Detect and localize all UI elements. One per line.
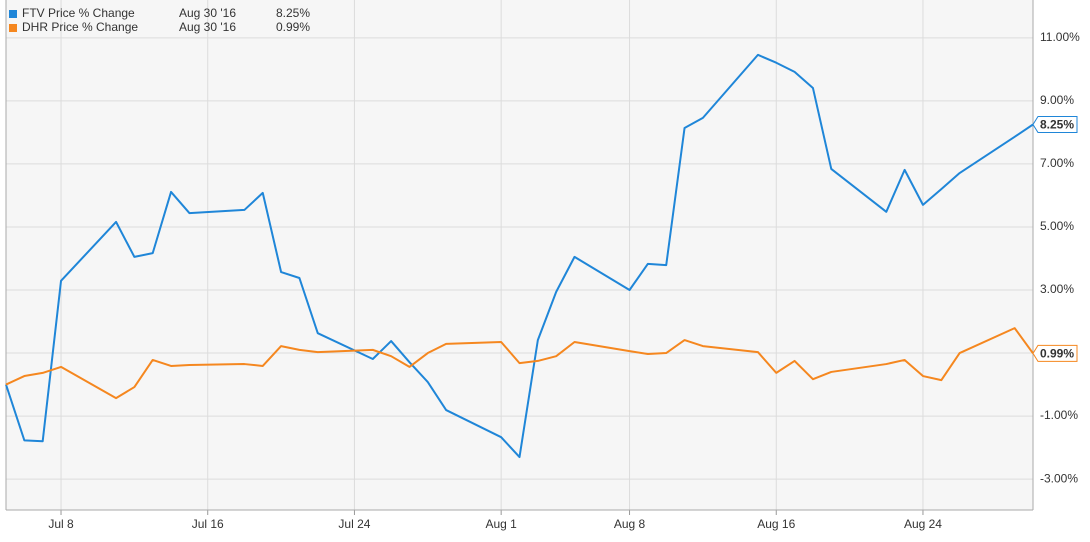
plot-area xyxy=(6,0,1033,510)
legend-value: 0.99% xyxy=(276,20,310,34)
series-line xyxy=(5,53,1034,459)
end-label: 8.25% xyxy=(1040,118,1074,132)
series-line xyxy=(5,327,1034,400)
x-tick-label: Jul 24 xyxy=(338,517,370,531)
legend-swatch xyxy=(9,24,17,32)
y-tick-label: 9.00% xyxy=(1040,93,1074,107)
legend-label: DHR Price % Change xyxy=(22,20,138,34)
y-tick-label: 7.00% xyxy=(1040,156,1074,170)
end-label: 0.99% xyxy=(1040,347,1074,361)
y-tick-label: 11.00% xyxy=(1040,30,1080,44)
end-badge xyxy=(1032,344,1078,362)
y-tick-label: -3.00% xyxy=(1040,471,1078,485)
x-tick-label: Aug 1 xyxy=(485,517,517,531)
y-tick-label: -1.00% xyxy=(1040,408,1078,422)
legend-date: Aug 30 '16 xyxy=(179,20,236,34)
x-tick-label: Aug 8 xyxy=(614,517,646,531)
x-tick-label: Jul 8 xyxy=(48,517,74,531)
y-tick-label: 5.00% xyxy=(1040,219,1074,233)
x-tick-label: Jul 16 xyxy=(192,517,224,531)
y-tick-label: 3.00% xyxy=(1040,282,1074,296)
x-tick-label: Aug 16 xyxy=(757,517,795,531)
legend-value: 8.25% xyxy=(276,6,310,20)
legend-swatch xyxy=(9,10,17,18)
x-tick-label: Aug 24 xyxy=(904,517,942,531)
legend-label: FTV Price % Change xyxy=(22,6,135,20)
legend-date: Aug 30 '16 xyxy=(179,6,236,20)
end-badge xyxy=(1032,116,1078,134)
